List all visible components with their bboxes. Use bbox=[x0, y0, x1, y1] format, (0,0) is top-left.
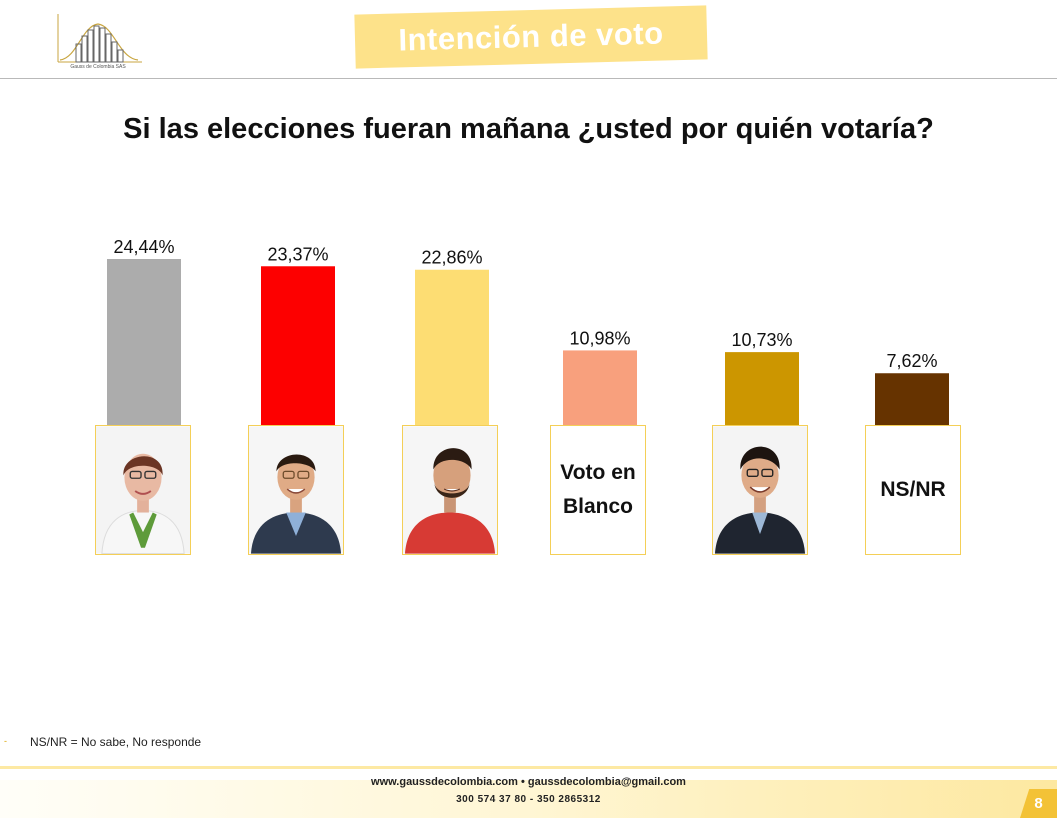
footnote: NS/NR = No sabe, No responde bbox=[30, 735, 202, 749]
candidate-photo-5 bbox=[712, 425, 808, 555]
footer-divider bbox=[0, 766, 1057, 769]
footer-phones: 300 574 37 80 - 350 2865312 bbox=[456, 794, 601, 805]
blank-vote-box: Voto en Blanco bbox=[550, 425, 646, 555]
bar-value-label-6: 7,62% bbox=[886, 351, 937, 371]
bar-value-label-1: 24,44% bbox=[113, 237, 174, 257]
logo-text: Gauss de Colombia SAS bbox=[70, 64, 126, 70]
candidate-photo-1 bbox=[95, 425, 191, 555]
header-divider bbox=[0, 78, 1057, 79]
footer-gradient bbox=[0, 780, 1057, 818]
survey-question: Si las elecciones fueran mañana ¿usted p… bbox=[123, 113, 934, 145]
candidate-photo-2 bbox=[248, 425, 344, 555]
footnote-bullet: - bbox=[4, 736, 7, 746]
bar-2 bbox=[261, 266, 335, 425]
bar-value-label-5: 10,73% bbox=[731, 330, 792, 350]
candidate-photo-3 bbox=[402, 425, 498, 555]
company-logo: Gauss de Colombia SAS bbox=[52, 12, 144, 74]
bar-3 bbox=[415, 269, 489, 425]
bar-value-label-3: 22,86% bbox=[421, 248, 482, 268]
nsnr-box: NS/NR bbox=[865, 425, 961, 555]
bar-6 bbox=[875, 373, 949, 425]
bar-value-label-2: 23,37% bbox=[267, 244, 328, 264]
bar-5 bbox=[725, 352, 799, 425]
blank-vote-label-line1: Voto en bbox=[560, 461, 636, 484]
vote-intention-chart: 24,44% 23,37% 22,86% 10,98% 10,73% 7,62% bbox=[107, 237, 949, 425]
blank-vote-label-line2: Blanco bbox=[562, 495, 633, 518]
bar-4 bbox=[563, 350, 637, 425]
nsnr-label: NS/NR bbox=[880, 478, 946, 501]
bar-value-label-4: 10,98% bbox=[569, 328, 630, 348]
footer-contact: www.gaussdecolombia.com • gaussdecolombi… bbox=[371, 776, 686, 788]
bar-1 bbox=[107, 259, 181, 425]
